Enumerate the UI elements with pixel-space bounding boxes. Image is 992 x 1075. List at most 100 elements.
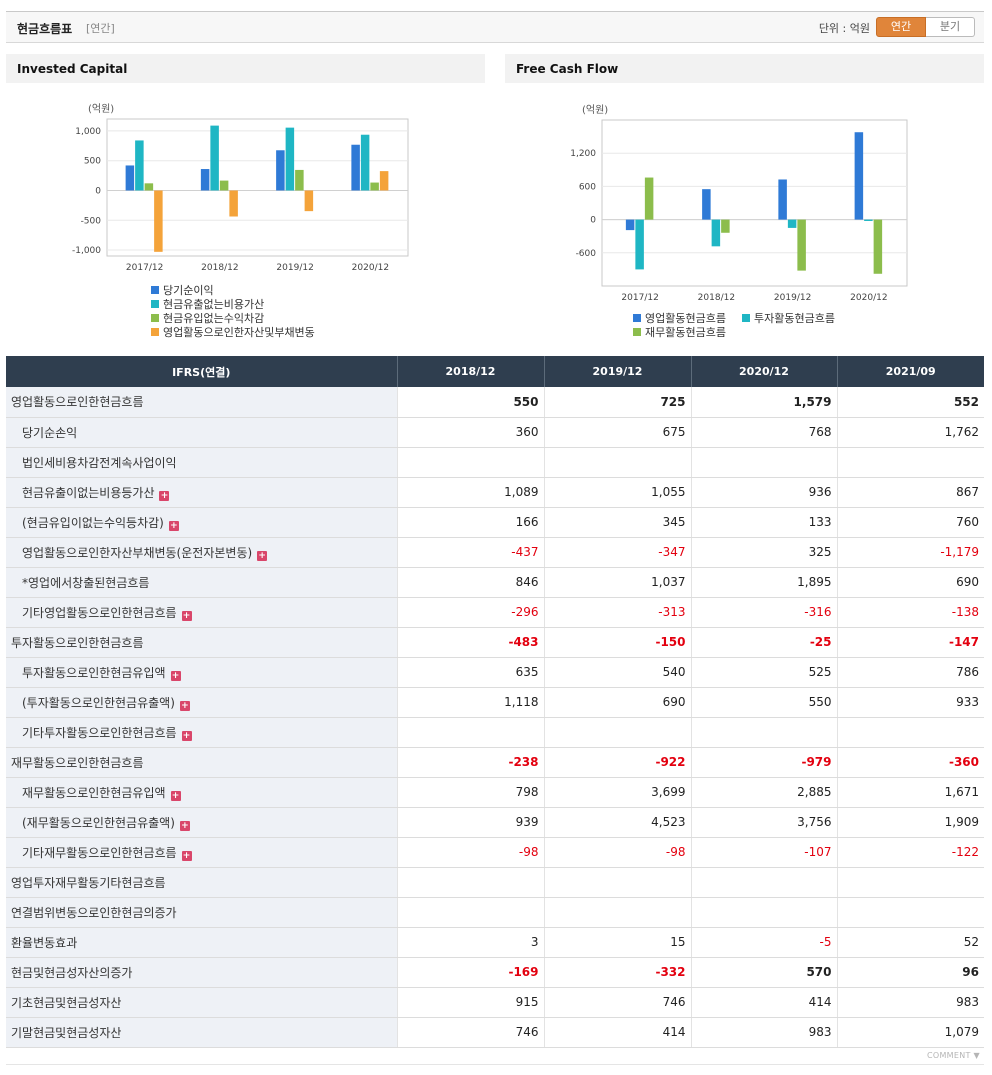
table-cell — [397, 447, 545, 478]
legend-label: 영업활동으로인한자산및부채변동 — [163, 325, 315, 339]
table-cell: -313 — [544, 597, 692, 628]
bar — [625, 219, 635, 231]
table-cell: 345 — [544, 507, 692, 538]
table-cell: 798 — [397, 777, 545, 808]
row-label-text: (현금유입이없는수익등차감) — [22, 515, 164, 530]
table-cell: 166 — [397, 507, 545, 538]
free-cash-flow-title: Free Cash Flow — [505, 54, 984, 83]
table-cell: 933 — [837, 687, 984, 718]
table-cell: 846 — [397, 567, 545, 598]
table-cell — [397, 717, 545, 748]
table-cell: 1,671 — [837, 777, 984, 808]
annual-tab[interactable]: 연간 — [876, 17, 926, 37]
row-label: 현금유출이없는비용등가산 + — [6, 477, 398, 508]
row-label-text: 영업투자재무활동기타현금흐름 — [11, 875, 166, 890]
expand-plus-icon[interactable]: + — [159, 490, 170, 501]
period-subtitle: [연간] — [86, 22, 115, 35]
table-cell: -150 — [544, 627, 692, 658]
bar — [351, 144, 360, 191]
y-tick-label: 1,000 — [75, 127, 101, 137]
row-label: 기초현금및현금성자산 — [6, 987, 398, 1018]
comment-toggle[interactable]: COMMENT ▼ — [926, 1051, 980, 1060]
header-col: 2020/12 — [691, 356, 838, 387]
table-cell: 983 — [837, 987, 984, 1018]
table-cell: 52 — [837, 927, 984, 958]
expand-plus-icon[interactable]: + — [168, 520, 179, 531]
table-cell: -107 — [691, 837, 838, 868]
header-ifrs: IFRS(연결) — [6, 356, 398, 387]
expand-plus-icon[interactable]: + — [181, 730, 192, 741]
expand-plus-icon[interactable]: + — [181, 850, 192, 861]
table-row: 투자활동으로인한현금흐름 -483 -150 -25 -147 — [6, 627, 984, 658]
table-cell — [837, 897, 984, 928]
table-cell: 690 — [544, 687, 692, 718]
expand-plus-icon[interactable]: + — [179, 820, 190, 831]
table-cell: 552 — [837, 387, 984, 418]
table-cell: 690 — [837, 567, 984, 598]
row-label: 영업활동으로인한자산부채변동(운전자본변동) + — [6, 537, 398, 568]
legend-swatch — [151, 286, 159, 294]
bar — [285, 127, 295, 191]
x-tick-label: 2019/12 — [774, 293, 811, 303]
free-cash-flow-chart: (억원) 1,200 600 0 -600 2017/12 2018/12 2019/12 20… — [570, 104, 908, 339]
table-cell: 939 — [397, 807, 545, 838]
expand-plus-icon[interactable]: + — [181, 610, 192, 621]
legend-swatch — [151, 314, 159, 322]
statement-header: 현금흐름표 [연간] 단위 : 억원 연간 분기 — [6, 11, 984, 43]
bar — [304, 190, 314, 212]
bar — [873, 219, 883, 274]
bar — [219, 180, 229, 191]
table-cell: -169 — [397, 957, 545, 988]
row-label: (현금유입이없는수익등차감) + — [6, 507, 398, 538]
table-cell: 675 — [544, 417, 692, 448]
row-label-text: 기초현금및현금성자산 — [11, 995, 122, 1010]
bar — [644, 177, 654, 220]
bar — [379, 171, 389, 191]
table-cell: -347 — [544, 537, 692, 568]
expand-plus-icon[interactable]: + — [170, 790, 181, 801]
bar — [702, 189, 711, 220]
y-unit-label: (억원) — [88, 103, 114, 115]
table-cell — [691, 717, 838, 748]
table-row: 영업투자재무활동기타현금흐름 — [6, 867, 984, 898]
table-cell: 15 — [544, 927, 692, 958]
table-cell: 550 — [397, 387, 545, 418]
bar — [721, 219, 730, 233]
row-label: 투자활동으로인한현금흐름 — [6, 627, 398, 658]
row-label: 투자활동으로인한현금유입액 + — [6, 657, 398, 688]
table-row: 재무활동으로인한현금흐름 -238 -922 -979 -360 — [6, 747, 984, 778]
legend-swatch — [742, 314, 750, 322]
table-row: 영업활동으로인한자산부채변동(운전자본변동) + -437 -347 325 -1,179 — [6, 537, 984, 568]
row-label: (재무활동으로인한현금유출액) + — [6, 807, 398, 838]
table-cell: -138 — [837, 597, 984, 628]
expand-plus-icon[interactable]: + — [179, 700, 190, 711]
header-col: 2019/12 — [544, 356, 692, 387]
quarter-tab[interactable]: 분기 — [926, 17, 975, 37]
table-cell: 1,762 — [837, 417, 984, 448]
row-label: 현금및현금성자산의증가 — [6, 957, 398, 988]
y-tick-label: -600 — [576, 249, 597, 259]
bar — [854, 132, 864, 220]
row-label: (투자활동으로인한현금유출액) + — [6, 687, 398, 718]
table-row: 법인세비용차감전계속사업이익 — [6, 447, 984, 478]
table-cell: 4,523 — [544, 807, 692, 838]
legend-swatch — [151, 328, 159, 336]
row-label-text: 현금및현금성자산의증가 — [11, 965, 133, 980]
x-tick-label: 2018/12 — [698, 293, 735, 303]
legend-label: 현금유출없는비용가산 — [163, 298, 264, 311]
table-cell — [691, 867, 838, 898]
table-row: 재무활동으로인한현금유입액 +798 3,699 2,885 1,671 — [6, 777, 984, 808]
expand-plus-icon[interactable]: + — [257, 550, 268, 561]
table-cell: 915 — [397, 987, 545, 1018]
bar — [864, 219, 873, 221]
table-cell: -147 — [837, 627, 984, 658]
row-label-text: 기타영업활동으로인한현금흐름 — [22, 605, 177, 620]
row-label-text: 영업활동으로인한자산부채변동(운전자본변동) — [22, 545, 253, 560]
table-cell: -922 — [544, 747, 692, 778]
table-cell: 3 — [397, 927, 545, 958]
bar — [135, 140, 144, 191]
table-cell: 746 — [544, 987, 692, 1018]
row-label-text: 기타투자활동으로인한현금흐름 — [22, 725, 177, 740]
table-cell: 325 — [691, 537, 838, 568]
expand-plus-icon[interactable]: + — [170, 670, 181, 681]
